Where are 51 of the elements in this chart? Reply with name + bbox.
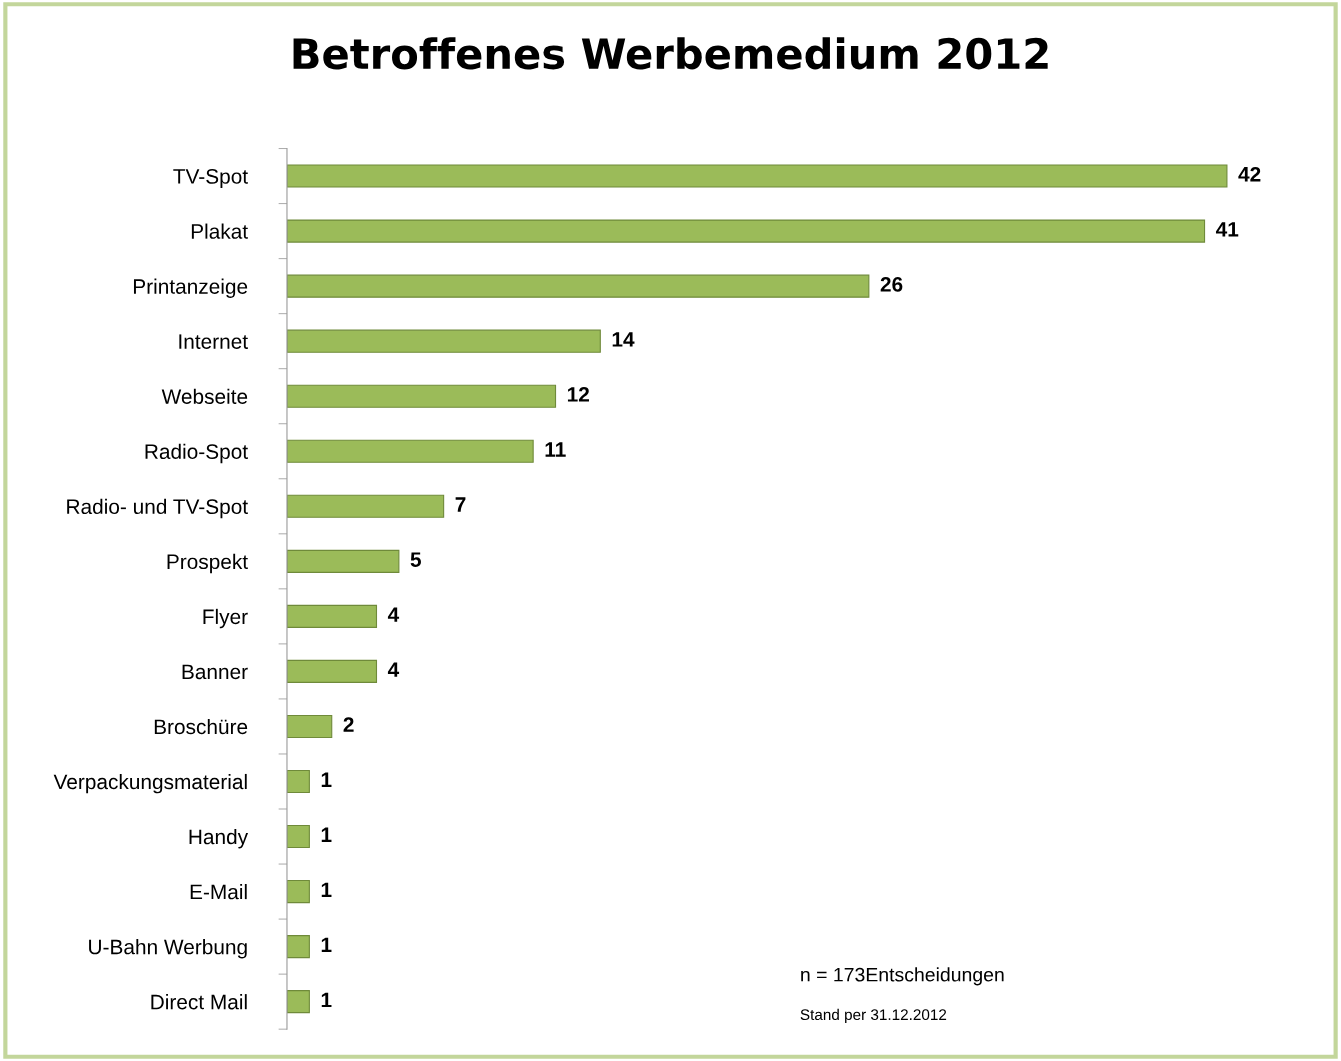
data-label: 4 <box>387 607 400 622</box>
y-tick-label: Direct Mail <box>151 994 247 1010</box>
data-label: 1 <box>321 937 332 952</box>
bar <box>286 439 534 463</box>
y-tick-label: Handy <box>189 828 249 849</box>
data-label: 26 <box>880 276 903 292</box>
data-label: 1 <box>321 772 332 787</box>
y-tick-label: Radio-Spot <box>145 443 248 464</box>
data-label: 41 <box>1215 222 1239 237</box>
y-tick-label: Banner <box>182 664 248 680</box>
bar <box>286 549 400 573</box>
bar <box>286 219 1206 243</box>
y-tick-label: Plakat <box>191 223 248 239</box>
y-tick-label: Webseite <box>161 388 248 404</box>
bar <box>286 494 445 518</box>
data-label: 14 <box>612 332 635 347</box>
bar <box>286 880 310 904</box>
data-label: 5 <box>410 552 421 567</box>
data-label: 7 <box>455 497 466 512</box>
data-label: 2 <box>343 717 354 732</box>
y-tick-label: Flyer <box>203 608 248 629</box>
bar <box>286 714 333 739</box>
y-tick-label: Printanzeige <box>133 278 248 299</box>
bar <box>286 824 310 849</box>
y-tick-label: Internet <box>179 334 248 349</box>
y-tick-label: Radio- und TV-Spot <box>67 498 248 519</box>
bar <box>286 604 378 628</box>
y-tick-label: E-Mail <box>190 884 247 900</box>
y-tick-label: Broschüre <box>154 718 248 735</box>
bar <box>286 164 1228 188</box>
data-label: 42 <box>1238 166 1261 182</box>
data-label: 1 <box>321 992 332 1008</box>
bar <box>286 384 557 408</box>
bar <box>286 329 601 353</box>
y-tick-label: U-Bahn Werbung <box>89 939 247 959</box>
bar <box>286 935 310 959</box>
bar <box>286 274 870 298</box>
data-label: 12 <box>567 387 589 402</box>
annotation: Stand per 31.12.2012 <box>800 1008 947 1024</box>
annotation: n = 173Entscheidungen <box>801 967 1004 986</box>
y-tick-label: Verpackungsmaterial <box>53 773 247 794</box>
data-label: 4 <box>387 662 400 677</box>
data-label: 1 <box>321 882 332 897</box>
bar <box>286 659 378 683</box>
y-tick-label: TV-Spot <box>173 169 248 188</box>
chart-title: Betroffenes Werbemedium 2012 <box>293 37 1048 70</box>
y-tick-label: Prospekt <box>167 553 248 574</box>
data-label: 1 <box>321 827 332 842</box>
data-label: 11 <box>545 442 566 457</box>
bar <box>286 990 310 1014</box>
bar <box>286 769 310 794</box>
